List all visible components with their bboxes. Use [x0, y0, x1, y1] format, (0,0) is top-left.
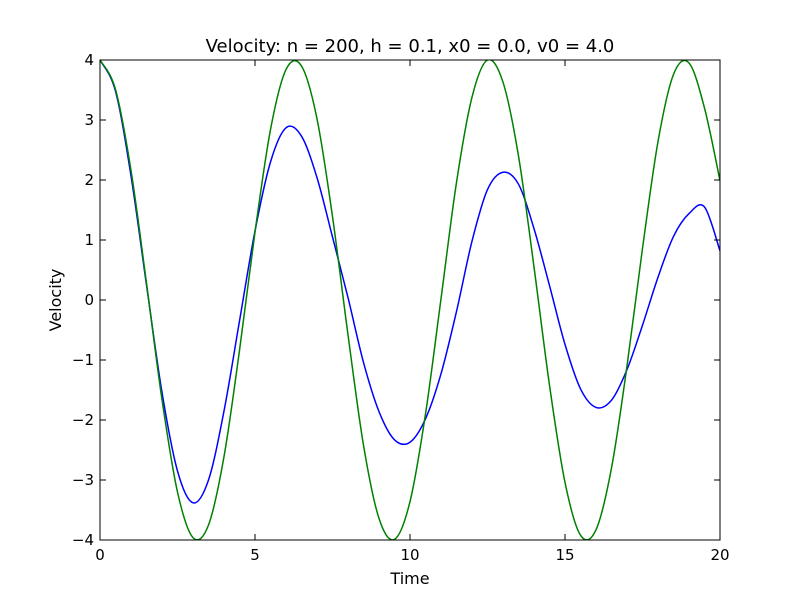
y-tick-label: −4 [72, 531, 94, 549]
plot-lines [100, 60, 720, 540]
axes-frame [99, 59, 721, 541]
y-tick-label: −2 [72, 411, 94, 429]
y-tick-label: −3 [72, 471, 94, 489]
x-tick-label: 15 [555, 546, 574, 564]
series-line-1 [100, 60, 720, 504]
y-tick-label: 4 [84, 51, 94, 69]
series-line-2 [100, 60, 720, 540]
x-tick-label: 10 [400, 546, 419, 564]
x-tick-label: 5 [250, 546, 260, 564]
y-tick-label: 3 [84, 111, 94, 129]
axis-ticks: 0 5 10 15 20 −4 −3 −2 −1 0 1 2 3 4 [72, 51, 730, 564]
y-tick-label: −1 [72, 351, 94, 369]
x-tick-label: 0 [95, 546, 105, 564]
x-axis-label: Time [389, 569, 429, 588]
x-tick-label: 20 [710, 546, 729, 564]
y-tick-label: 2 [84, 171, 94, 189]
y-tick-label: 0 [84, 291, 94, 309]
y-axis-label: Velocity [46, 269, 65, 332]
chart-title: Velocity: n = 200, h = 0.1, x0 = 0.0, v0… [206, 36, 615, 57]
y-tick-label: 1 [84, 231, 94, 249]
